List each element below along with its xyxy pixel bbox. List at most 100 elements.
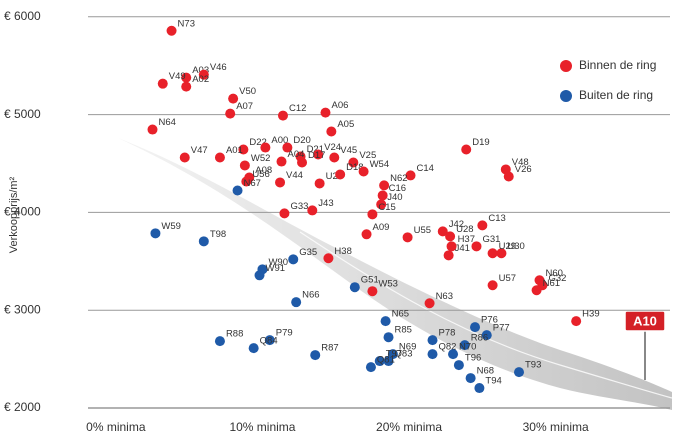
point-label: D20: [293, 135, 310, 146]
point-label: D19: [472, 137, 489, 148]
point-label: N70: [459, 342, 476, 353]
y-tick-label: € 2000: [4, 400, 41, 414]
point-label: W53: [378, 279, 398, 290]
point: [477, 220, 488, 231]
point-label: C14: [417, 163, 434, 174]
point: [238, 144, 249, 155]
point: [376, 199, 387, 210]
point-label: V48: [512, 157, 529, 168]
point: [214, 336, 225, 347]
point: [443, 250, 454, 261]
point: [496, 248, 507, 259]
point: [179, 152, 190, 163]
point-label: C12: [289, 103, 306, 114]
point-label: R86: [471, 333, 488, 344]
y-tick-label: € 6000: [4, 9, 41, 23]
point: [264, 335, 275, 346]
point-label: Q82: [439, 342, 457, 353]
point: [361, 229, 372, 240]
point: [348, 157, 359, 168]
point-label: H39: [582, 309, 599, 320]
point: [157, 78, 168, 89]
point: [326, 126, 337, 137]
point-label: J40: [387, 192, 402, 203]
point: [453, 360, 464, 371]
point: [377, 190, 388, 201]
point: [402, 232, 413, 243]
point: [349, 282, 360, 293]
point-label: N65: [392, 309, 409, 320]
point-label: G31: [482, 234, 500, 245]
point: [279, 208, 290, 219]
sign-label: A10: [633, 313, 657, 328]
road-stripe: [299, 231, 673, 399]
point-label: T97: [386, 349, 402, 360]
point: [198, 236, 209, 247]
point-label: T94: [485, 376, 501, 387]
point: [277, 110, 288, 121]
point-label: P77: [493, 323, 510, 334]
point-label: V45: [340, 145, 357, 156]
point-label: V24: [324, 142, 341, 153]
point: [383, 332, 394, 343]
point-label: W52: [251, 153, 271, 164]
point-label: U55: [414, 225, 431, 236]
point: [446, 241, 457, 252]
point: [320, 107, 331, 118]
point-label: T93: [525, 360, 541, 371]
point: [239, 160, 250, 171]
point-label: U27: [326, 171, 343, 182]
point-label: P79: [276, 328, 293, 339]
point: [166, 25, 177, 36]
point: [225, 108, 236, 119]
point-label: U57: [499, 273, 516, 284]
point-label: N64: [159, 117, 176, 128]
point-label: U30: [507, 241, 524, 252]
point: [232, 185, 243, 196]
point-label: D17: [308, 150, 325, 161]
point: [181, 72, 192, 83]
y-tick-label: € 5000: [4, 107, 41, 121]
point: [276, 156, 287, 167]
point-label: P76: [481, 315, 498, 326]
point: [147, 124, 158, 135]
point-label: V49: [169, 71, 186, 82]
point-label: G32: [548, 273, 566, 284]
point-label: R85: [395, 325, 412, 336]
point-label: N73: [178, 18, 195, 29]
point: [198, 69, 209, 80]
point: [323, 253, 334, 264]
point: [314, 178, 325, 189]
point-label: A09: [373, 222, 390, 233]
point-label: D22: [249, 137, 266, 148]
point: [335, 169, 346, 180]
point-label: A05: [337, 119, 354, 130]
point-label: C15: [378, 202, 395, 213]
point: [367, 286, 378, 297]
point: [307, 205, 318, 216]
point-label: N63: [436, 291, 453, 302]
point: [427, 349, 438, 360]
point: [310, 350, 321, 361]
point-label: N66: [302, 290, 319, 301]
point: [260, 142, 271, 153]
point-label: W90: [268, 257, 288, 268]
y-tick-label: € 4000: [4, 205, 41, 219]
point-label: N67: [244, 178, 261, 189]
point-label: N60: [546, 268, 563, 279]
point: [291, 297, 302, 308]
point: [181, 81, 192, 92]
point: [313, 149, 324, 160]
point-label: C13: [488, 213, 505, 224]
point-label: N68: [477, 366, 494, 377]
point-label: A08: [255, 165, 272, 176]
point: [365, 362, 376, 373]
point: [461, 144, 472, 155]
legend-marker: [560, 90, 572, 102]
point-label: A01: [226, 145, 243, 156]
point-label: J41: [455, 243, 470, 254]
point-label: V50: [239, 86, 256, 97]
point: [514, 367, 525, 378]
x-tick-label: 30% minima: [523, 420, 589, 434]
point-label: V46: [210, 62, 227, 73]
